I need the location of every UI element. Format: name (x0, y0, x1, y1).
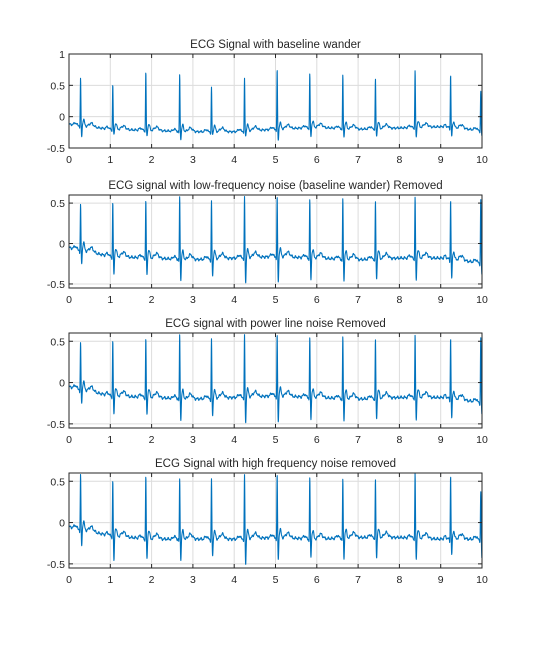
y-tick-label: -0.5 (47, 279, 65, 291)
x-tick-label: 1 (107, 574, 113, 586)
y-tick-label: 1 (59, 49, 65, 61)
x-tick-label: 6 (314, 154, 320, 166)
x-tick-label: 9 (438, 434, 444, 446)
x-tick-label: 0 (66, 574, 72, 586)
x-tick-label: 4 (231, 154, 237, 166)
y-tick-label: 0 (59, 518, 65, 530)
x-tick-label: 2 (149, 154, 155, 166)
series-line-1 (69, 473, 482, 565)
y-tick-label: -0.5 (47, 143, 65, 155)
x-tick-label: 0 (66, 434, 72, 446)
x-tick-label: 5 (273, 154, 279, 166)
x-tick-label: 3 (190, 294, 196, 306)
x-tick-label: 5 (273, 574, 279, 586)
chart-title: ECG signal with power line noise Removed (165, 318, 386, 330)
x-tick-label: 1 (107, 294, 113, 306)
x-tick-label: 6 (314, 574, 320, 586)
y-tick-label: -0.5 (47, 419, 65, 431)
x-tick-label: 9 (438, 154, 444, 166)
x-tick-label: 5 (273, 434, 279, 446)
x-tick-label: 2 (149, 574, 155, 586)
x-tick-label: 4 (231, 574, 237, 586)
x-tick-label: 8 (396, 574, 402, 586)
x-tick-label: 7 (355, 574, 361, 586)
x-tick-label: 10 (476, 574, 488, 586)
x-tick-label: 5 (273, 294, 279, 306)
series-line-1 (69, 334, 482, 424)
x-tick-label: 1 (107, 154, 113, 166)
y-tick-label: 0.5 (50, 336, 65, 348)
x-tick-label: 7 (355, 154, 361, 166)
y-tick-label: 0.5 (50, 80, 65, 92)
x-tick-label: 10 (476, 434, 488, 446)
x-tick-label: 10 (476, 294, 488, 306)
chart-title: ECG signal with low-frequency noise (bas… (108, 180, 442, 192)
y-tick-label: 0.5 (50, 476, 65, 488)
x-tick-label: 0 (66, 154, 72, 166)
series-line-1 (69, 70, 482, 141)
x-tick-label: 4 (231, 434, 237, 446)
x-tick-label: 3 (190, 434, 196, 446)
y-tick-label: 0 (59, 378, 65, 390)
y-tick-label: 0.5 (50, 198, 65, 210)
x-tick-label: 2 (149, 294, 155, 306)
x-tick-label: 6 (314, 294, 320, 306)
x-tick-label: 9 (438, 574, 444, 586)
x-tick-label: 3 (190, 154, 196, 166)
x-tick-label: 4 (231, 294, 237, 306)
x-tick-label: 0 (66, 294, 72, 306)
x-tick-label: 2 (149, 434, 155, 446)
x-tick-label: 10 (476, 154, 488, 166)
x-tick-label: 3 (190, 574, 196, 586)
x-tick-label: 6 (314, 434, 320, 446)
x-tick-label: 8 (396, 154, 402, 166)
x-tick-label: 9 (438, 294, 444, 306)
x-tick-label: 7 (355, 434, 361, 446)
y-tick-label: -0.5 (47, 559, 65, 571)
chart-title: ECG Signal with baseline wander (190, 39, 361, 51)
x-tick-label: 8 (396, 434, 402, 446)
x-tick-label: 7 (355, 294, 361, 306)
y-tick-label: 0 (59, 112, 65, 124)
chart-title: ECG Signal with high frequency noise rem… (155, 458, 396, 470)
x-tick-label: 1 (107, 434, 113, 446)
x-tick-label: 8 (396, 294, 402, 306)
y-tick-label: 0 (59, 239, 65, 251)
series-line-1 (69, 196, 482, 284)
